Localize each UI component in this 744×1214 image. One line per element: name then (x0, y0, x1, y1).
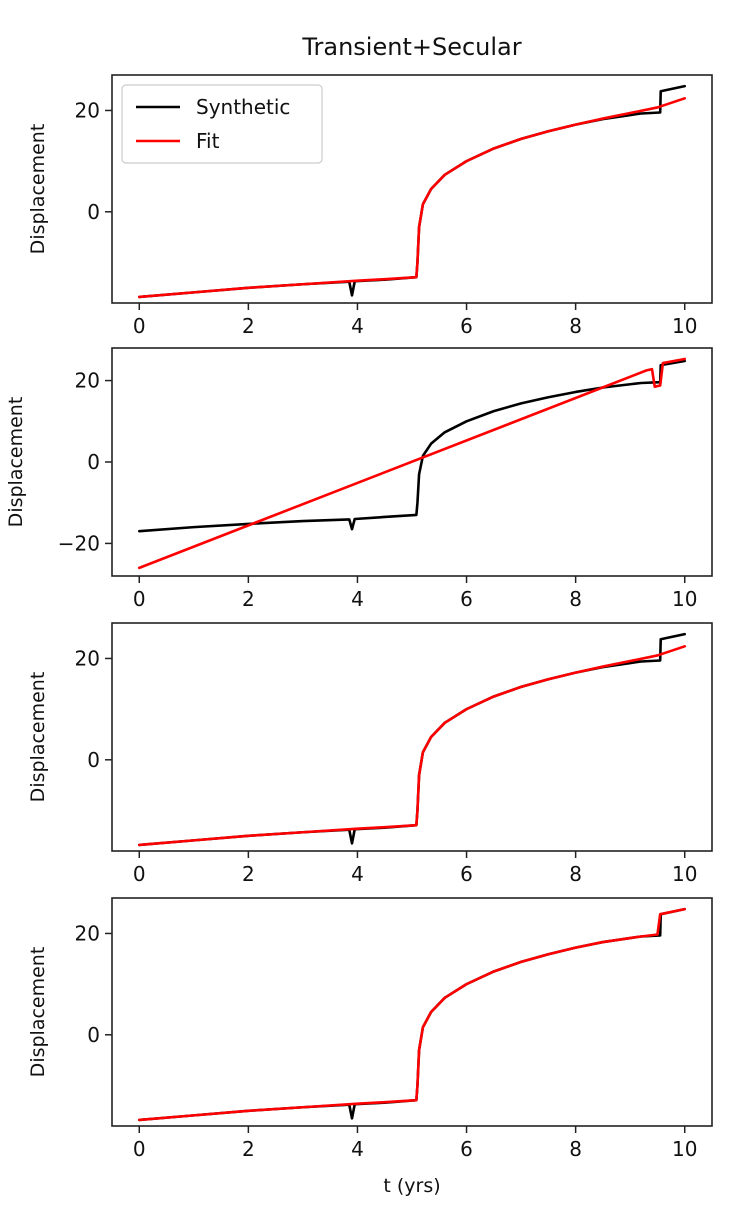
y-axis-label: Displacement (27, 124, 49, 255)
legend-label-fit: Fit (196, 129, 220, 153)
x-tick-label: 0 (133, 587, 146, 611)
y-tick-label: 0 (87, 450, 100, 474)
y-tick-label: 20 (75, 98, 100, 122)
y-axis-label: Displacement (27, 947, 49, 1078)
x-tick-label: 2 (242, 1137, 255, 1161)
subplot-1: 0 2 4 6 8 10 0 20 Displacement Transient+Secular S… (27, 33, 713, 338)
y-tick-label: −20 (58, 531, 100, 555)
x-axis-label: t (yrs) (383, 1175, 440, 1197)
x-tick-label: 4 (351, 1137, 364, 1161)
x-tick-label: 10 (672, 862, 697, 886)
x-tick-label: 0 (133, 862, 146, 886)
x-tick-label: 8 (569, 1137, 582, 1161)
series-line-fit (137, 97, 687, 299)
y-tick-label: 20 (75, 646, 100, 670)
x-tick-label: 2 (242, 587, 255, 611)
plot-frame (111, 622, 713, 852)
subplot-3: 0 2 4 6 8 10 0 20 Displacement (27, 622, 713, 886)
legend-box (121, 84, 323, 164)
y-tick-label: 20 (75, 369, 100, 393)
x-tick-label: 6 (460, 1137, 473, 1161)
chart-title: Transient+Secular (301, 33, 521, 61)
x-tick-label: 8 (569, 862, 582, 886)
series-line-fit (137, 645, 687, 847)
x-tick-label: 6 (460, 862, 473, 886)
y-axis-label: Displacement (27, 672, 49, 803)
x-tick-label: 8 (569, 587, 582, 611)
y-tick-label: 20 (75, 921, 100, 945)
x-tick-label: 0 (133, 314, 146, 338)
subplot-4: 0 2 4 6 8 10 0 20 Displacement t (yrs) (27, 897, 713, 1197)
series-line-fit (137, 907, 687, 1122)
x-tick-label: 4 (351, 862, 364, 886)
x-tick-label: 4 (351, 587, 364, 611)
x-tick-label: 2 (242, 862, 255, 886)
series-line-synthetic (137, 359, 687, 533)
x-tick-label: 10 (672, 314, 697, 338)
legend-label-synthetic: Synthetic (196, 95, 290, 119)
x-tick-label: 0 (133, 1137, 146, 1161)
y-tick-label: 0 (87, 200, 100, 224)
plot-frame (111, 74, 713, 304)
x-tick-label: 6 (460, 587, 473, 611)
x-tick-label: 2 (242, 314, 255, 338)
series-line-synthetic (137, 907, 687, 1122)
x-tick-label: 6 (460, 314, 473, 338)
y-tick-label: 0 (87, 748, 100, 772)
series-line-fit (137, 357, 687, 570)
y-tick-label: 0 (87, 1023, 100, 1047)
y-axis-label: Displacement (5, 397, 27, 528)
x-tick-label: 4 (351, 314, 364, 338)
legend: Synthetic Fit (121, 84, 323, 164)
x-tick-label: 10 (672, 1137, 697, 1161)
x-tick-label: 8 (569, 314, 582, 338)
subplot-2: 0 2 4 6 8 10 −20 0 20 Displacement (5, 347, 713, 611)
x-tick-label: 10 (672, 587, 697, 611)
plot-frame (111, 897, 713, 1127)
